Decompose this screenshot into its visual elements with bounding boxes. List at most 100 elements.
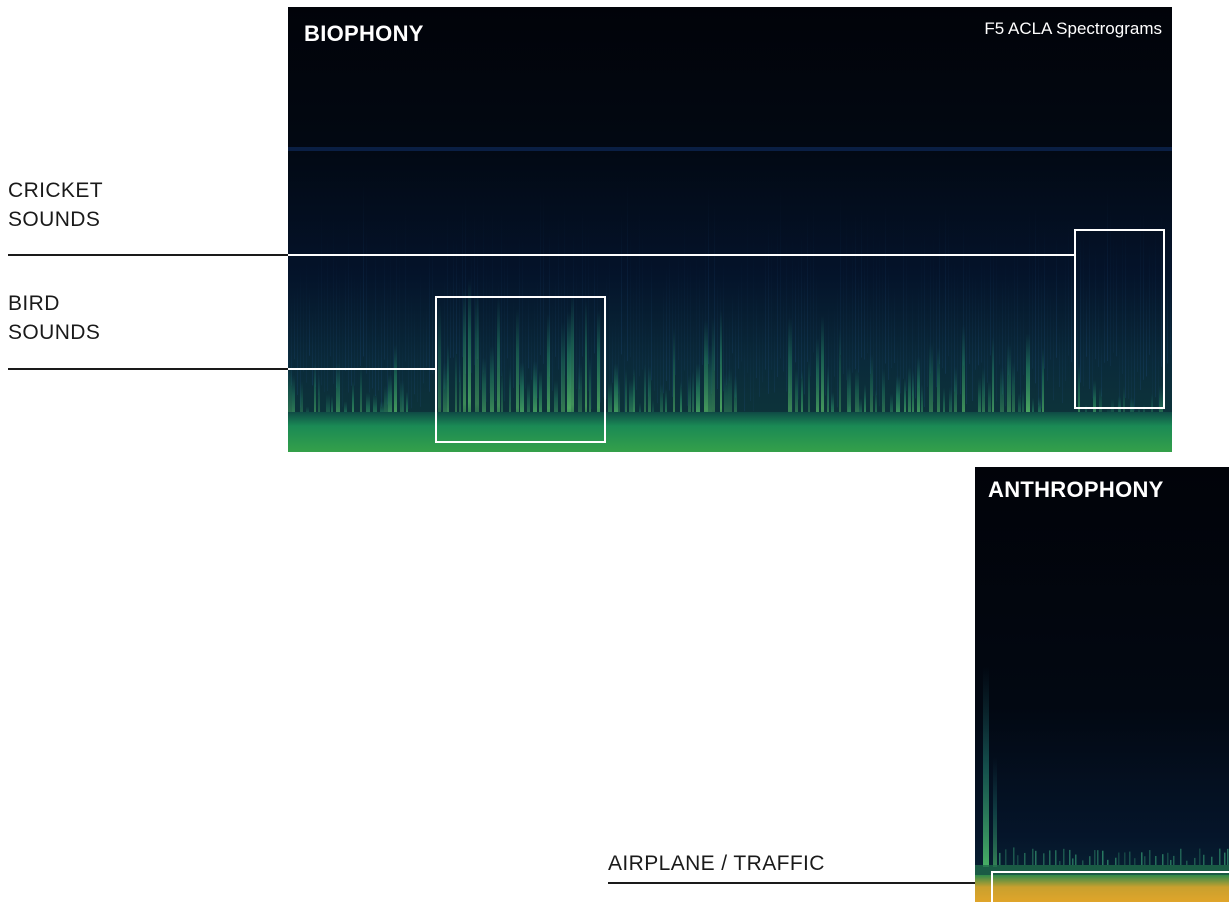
- faint-streak: [753, 231, 754, 412]
- faint-streak: [513, 297, 514, 388]
- traffic-tick: [1129, 851, 1131, 865]
- bird-streak: [1026, 333, 1030, 432]
- bird-streak: [821, 315, 824, 432]
- faint-streak: [966, 261, 967, 404]
- biophony-spectrogram-graphic: [288, 7, 1172, 452]
- faint-streak: [723, 260, 724, 392]
- faint-streak: [576, 255, 577, 389]
- traffic-tick: [1005, 849, 1007, 865]
- faint-streak: [816, 269, 817, 386]
- faint-streak: [1137, 306, 1138, 372]
- faint-streak: [417, 325, 418, 403]
- faint-streak: [369, 329, 370, 393]
- faint-streak: [333, 217, 334, 384]
- faint-streak: [780, 182, 781, 359]
- faint-streak: [693, 317, 694, 412]
- faint-streak: [1080, 234, 1081, 383]
- low-frequency-floor: [288, 412, 1172, 452]
- faint-streak: [381, 293, 382, 407]
- faint-streak: [834, 305, 835, 377]
- traffic-tick: [1124, 852, 1126, 865]
- faint-streak: [492, 205, 493, 382]
- faint-streak: [687, 258, 688, 406]
- faint-streak: [855, 214, 856, 370]
- faint-streak: [714, 201, 715, 371]
- faint-streak: [336, 255, 337, 388]
- faint-streak: [921, 234, 922, 399]
- bird-streak: [673, 327, 675, 432]
- faint-streak: [1119, 342, 1120, 412]
- faint-streak: [1143, 210, 1144, 380]
- traffic-tick: [1097, 850, 1099, 865]
- airplane-traffic-box: [991, 871, 1229, 902]
- faint-streak: [963, 220, 964, 366]
- bird-streak: [982, 368, 985, 432]
- faint-streak: [936, 266, 937, 388]
- traffic-spike-secondary: [993, 757, 997, 867]
- bird-streak: [943, 387, 945, 432]
- bird-streak: [1042, 347, 1044, 432]
- airplane-traffic-label: AIRPLANE / TRAFFIC: [608, 852, 825, 875]
- faint-streak: [846, 210, 847, 381]
- bird-streak: [629, 379, 633, 432]
- faint-streak: [657, 325, 658, 404]
- traffic-tick: [1115, 857, 1117, 865]
- faint-streak: [807, 211, 808, 362]
- faint-streak: [594, 251, 595, 354]
- faint-streak: [372, 302, 373, 389]
- bird-streak: [864, 384, 866, 432]
- traffic-tick: [1134, 858, 1136, 865]
- faint-streak: [993, 238, 994, 410]
- faint-streak: [672, 281, 673, 397]
- bird-streak: [917, 356, 920, 432]
- traffic-tick: [1186, 860, 1188, 865]
- faint-streak: [387, 288, 388, 405]
- faint-streak: [306, 255, 307, 383]
- faint-streak: [942, 296, 943, 369]
- faint-streak: [819, 312, 820, 391]
- cricket-label-line2: SOUNDS: [8, 208, 101, 231]
- traffic-tick: [1194, 857, 1196, 865]
- faint-streak: [810, 233, 811, 377]
- faint-streak: [987, 302, 988, 383]
- faint-streak: [540, 188, 541, 356]
- faint-streak: [486, 260, 487, 402]
- faint-streak: [948, 215, 949, 357]
- traffic-tick: [1089, 856, 1091, 865]
- bird-streak: [447, 344, 449, 432]
- bird-streak: [597, 310, 600, 432]
- bird-streak: [648, 366, 651, 432]
- cricket-streaks: [288, 180, 1171, 412]
- traffic-tick: [1032, 848, 1034, 865]
- faint-streak: [867, 208, 868, 354]
- bird-streak: [585, 301, 587, 432]
- faint-streak: [1146, 286, 1147, 377]
- faint-streak: [528, 293, 529, 369]
- faint-streak: [474, 214, 475, 366]
- faint-streak: [696, 245, 697, 393]
- faint-streak: [432, 227, 433, 374]
- faint-streak: [639, 202, 640, 377]
- bird-streak: [660, 383, 663, 432]
- faint-streak: [924, 230, 925, 408]
- bird-streak: [490, 345, 494, 432]
- faint-streak: [339, 265, 340, 404]
- faint-streak: [423, 310, 424, 384]
- traffic-tick: [1170, 859, 1172, 865]
- faint-streak: [615, 314, 616, 375]
- faint-streak: [984, 262, 985, 397]
- faint-streak: [669, 249, 670, 391]
- faint-streak: [1167, 272, 1168, 364]
- bird-streak: [463, 287, 466, 432]
- faint-streak: [312, 310, 313, 386]
- faint-streak: [522, 237, 523, 406]
- bird-streak: [516, 309, 519, 432]
- faint-streak: [876, 240, 877, 396]
- faint-streak: [915, 337, 916, 399]
- faint-streak: [405, 201, 406, 362]
- bird-streak: [788, 317, 792, 432]
- bird-streak: [1123, 386, 1125, 432]
- faint-streak: [327, 238, 328, 391]
- bird-streak: [608, 381, 612, 432]
- faint-streak: [390, 228, 391, 397]
